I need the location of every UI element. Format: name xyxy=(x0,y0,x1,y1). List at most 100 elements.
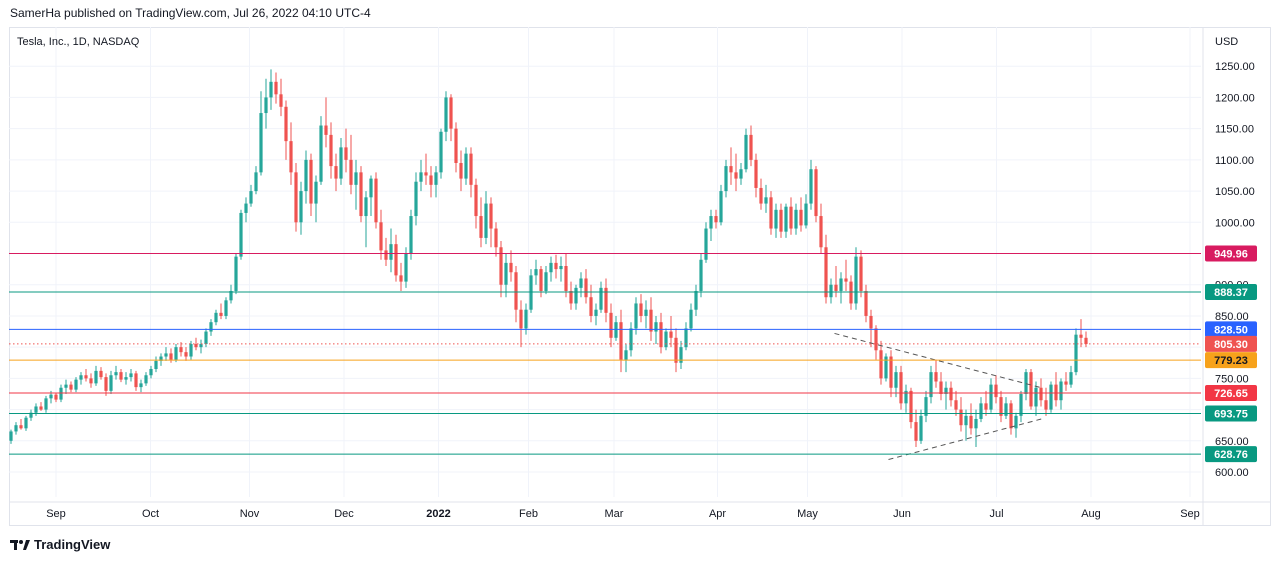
candle-body[interactable] xyxy=(1079,334,1083,338)
candle-body[interactable] xyxy=(784,206,788,232)
candle-body[interactable] xyxy=(1059,381,1063,401)
candle-body[interactable] xyxy=(1084,337,1088,345)
candle-body[interactable] xyxy=(744,134,748,170)
candle-body[interactable] xyxy=(804,203,808,226)
candle-body[interactable] xyxy=(464,153,468,179)
candle-body[interactable] xyxy=(229,290,233,301)
candle-body[interactable] xyxy=(564,266,568,291)
candle-body[interactable] xyxy=(119,372,123,380)
candle-body[interactable] xyxy=(574,287,578,304)
candle-body[interactable] xyxy=(299,191,303,223)
candle-body[interactable] xyxy=(504,262,508,285)
candle-body[interactable] xyxy=(649,309,653,332)
candle-body[interactable] xyxy=(654,322,658,332)
candle-body[interactable] xyxy=(269,81,273,98)
candle-body[interactable] xyxy=(944,387,948,394)
candle-body[interactable] xyxy=(644,309,648,316)
candle-body[interactable] xyxy=(754,159,758,188)
candle-body[interactable] xyxy=(914,422,918,441)
candle-body[interactable] xyxy=(84,375,88,379)
candle-body[interactable] xyxy=(864,290,868,316)
candle-body[interactable] xyxy=(494,228,498,248)
candle-body[interactable] xyxy=(884,356,888,379)
candle-body[interactable] xyxy=(359,172,363,217)
candle-body[interactable] xyxy=(1074,334,1078,373)
candle-body[interactable] xyxy=(389,244,393,260)
candle-body[interactable] xyxy=(954,400,958,410)
candle-body[interactable] xyxy=(539,269,543,291)
candle-body[interactable] xyxy=(9,431,13,441)
candle-body[interactable] xyxy=(169,353,173,360)
candle-body[interactable] xyxy=(394,244,398,276)
candle-body[interactable] xyxy=(929,372,933,398)
candle-body[interactable] xyxy=(164,353,168,357)
candle-body[interactable] xyxy=(984,403,988,410)
candle-body[interactable] xyxy=(534,269,538,276)
candle-body[interactable] xyxy=(1069,372,1073,385)
candle-body[interactable] xyxy=(569,290,573,304)
candle-body[interactable] xyxy=(409,216,413,254)
candle-body[interactable] xyxy=(599,287,603,310)
candle-body[interactable] xyxy=(629,328,633,351)
candle-body[interactable] xyxy=(309,159,313,204)
candle-body[interactable] xyxy=(559,266,563,270)
candle-body[interactable] xyxy=(544,272,548,291)
candle-body[interactable] xyxy=(34,406,38,413)
candle-body[interactable] xyxy=(354,172,358,185)
candle-body[interactable] xyxy=(74,379,78,390)
candle-body[interactable] xyxy=(469,153,473,185)
candle-body[interactable] xyxy=(704,228,708,260)
candle-body[interactable] xyxy=(664,331,668,348)
candle-body[interactable] xyxy=(339,147,343,179)
candle-body[interactable] xyxy=(199,344,203,348)
candle-body[interactable] xyxy=(529,275,533,310)
candle-body[interactable] xyxy=(614,322,618,338)
candle-body[interactable] xyxy=(924,397,928,416)
candle-body[interactable] xyxy=(749,134,753,160)
candle-body[interactable] xyxy=(334,166,338,179)
candle-body[interactable] xyxy=(814,169,818,217)
candle-body[interactable] xyxy=(839,278,843,291)
candle-body[interactable] xyxy=(674,337,678,363)
candle-body[interactable] xyxy=(214,312,218,323)
candle-body[interactable] xyxy=(794,209,798,229)
candle-body[interactable] xyxy=(234,256,238,291)
candle-body[interactable] xyxy=(829,284,833,298)
candle-body[interactable] xyxy=(64,384,68,388)
candle-body[interactable] xyxy=(304,159,308,192)
candle-body[interactable] xyxy=(719,191,723,223)
tradingview-footer[interactable]: TradingView xyxy=(10,537,110,552)
candle-body[interactable] xyxy=(94,370,98,384)
candle-body[interactable] xyxy=(384,250,388,260)
candle-body[interactable] xyxy=(154,360,158,370)
candle-body[interactable] xyxy=(89,378,93,384)
candle-body[interactable] xyxy=(994,384,998,398)
candle-body[interactable] xyxy=(1029,372,1033,407)
candle-body[interactable] xyxy=(344,147,348,160)
candle-body[interactable] xyxy=(324,125,328,135)
candle-body[interactable] xyxy=(54,394,58,400)
candle-body[interactable] xyxy=(1014,415,1018,429)
candle-body[interactable] xyxy=(824,247,828,298)
candle-body[interactable] xyxy=(894,372,898,388)
candle-body[interactable] xyxy=(589,297,593,316)
candle-body[interactable] xyxy=(764,197,768,204)
candle-body[interactable] xyxy=(714,216,718,223)
candle-body[interactable] xyxy=(419,172,423,182)
candle-body[interactable] xyxy=(959,409,963,426)
candle-body[interactable] xyxy=(29,412,33,418)
candle-body[interactable] xyxy=(439,131,443,173)
candle-body[interactable] xyxy=(454,128,458,163)
candle-body[interactable] xyxy=(184,352,188,357)
candle-body[interactable] xyxy=(424,172,428,176)
candle-body[interactable] xyxy=(1019,393,1023,416)
candle-body[interactable] xyxy=(14,425,18,432)
candle-body[interactable] xyxy=(699,259,703,291)
candle-body[interactable] xyxy=(619,322,623,360)
candle-body[interactable] xyxy=(889,356,893,388)
candle-body[interactable] xyxy=(669,331,673,338)
candle-body[interactable] xyxy=(989,384,993,410)
candle-body[interactable] xyxy=(769,197,773,229)
candle-body[interactable] xyxy=(369,178,373,198)
candle-body[interactable] xyxy=(519,309,523,329)
